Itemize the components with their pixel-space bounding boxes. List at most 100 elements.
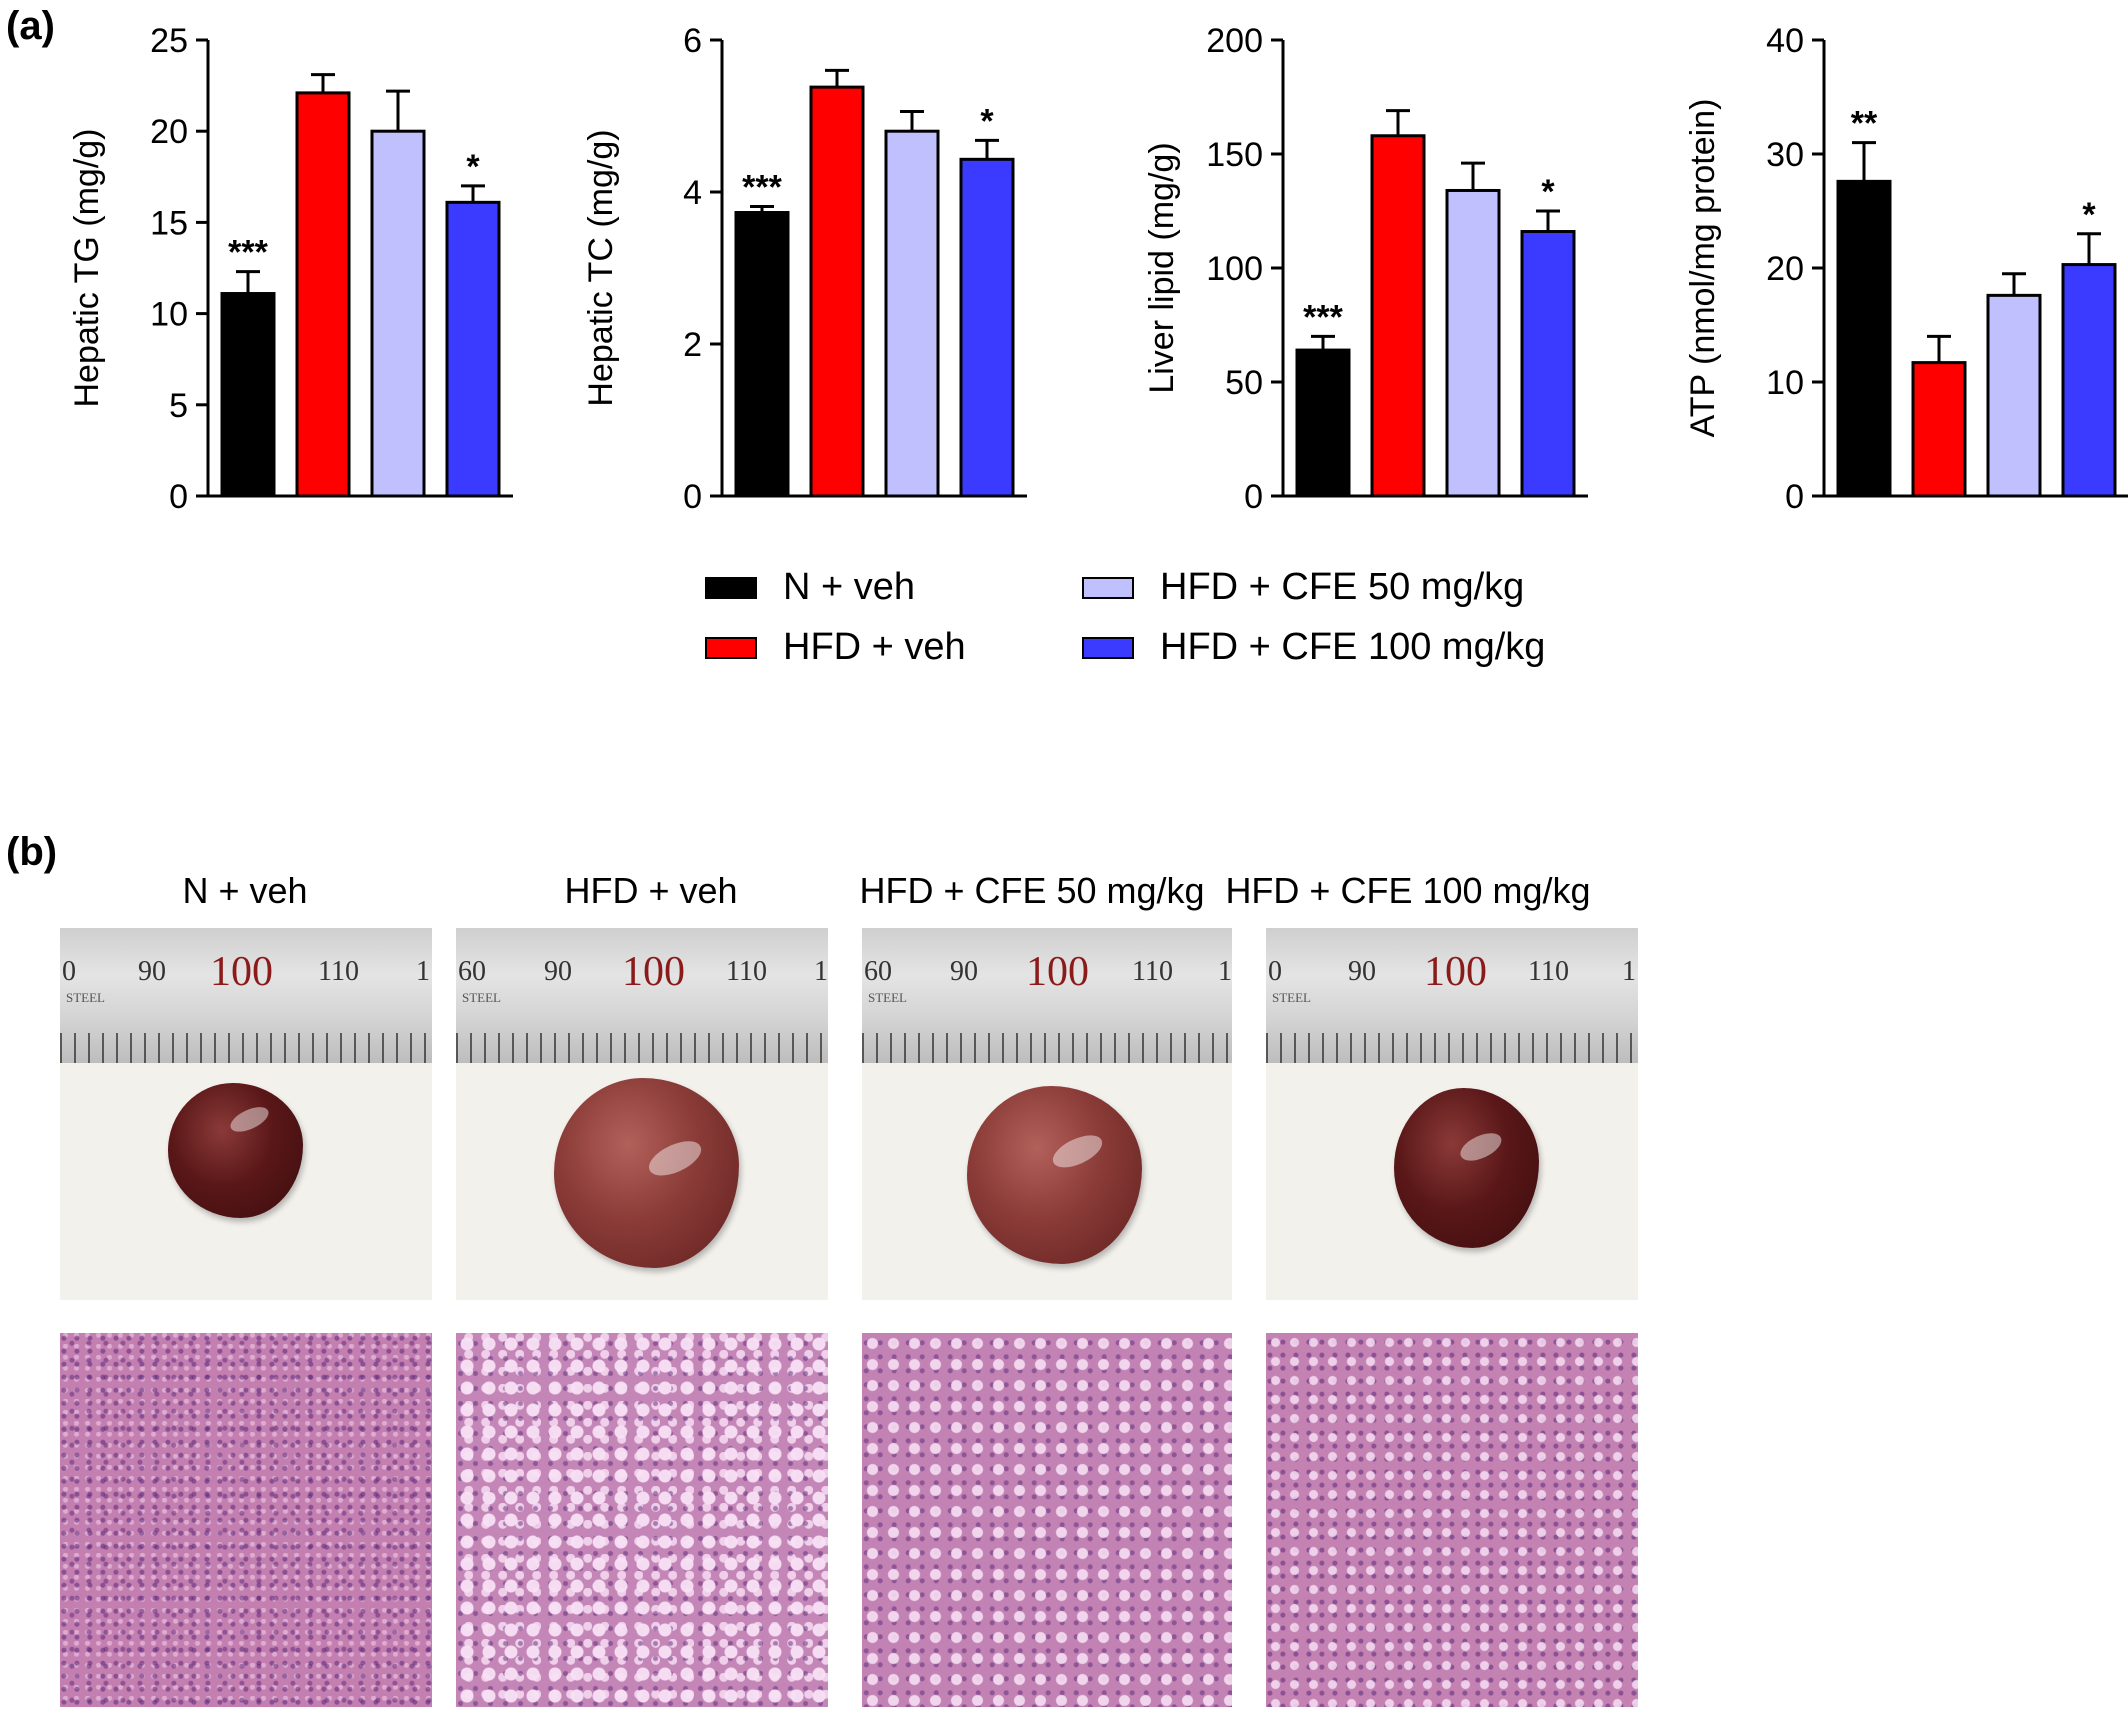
legend-label-cfe50: HFD + CFE 50 mg/kg [1160,566,1525,608]
panel-label-a: (a) [6,4,55,48]
ruler-num: 60 [864,956,892,987]
ruler-num-100: 100 [1424,949,1487,995]
significance-label: *** [1303,298,1343,336]
significance-label: * [980,102,994,140]
liver-photo-cfe100: 0 90 100 110 1 STEEL [1266,928,1638,1300]
ruler-num: 90 [1348,956,1376,987]
ruler-num-100: 100 [622,949,685,995]
ruler-ticks [862,1033,1232,1063]
significance-label: * [1541,173,1555,211]
photo-title-n-veh: N + veh [182,870,308,911]
bar [884,129,940,498]
bar [1520,230,1576,498]
significance-label: *** [228,234,268,272]
ruler-num: 1 [814,956,828,987]
liver-specimen [554,1078,739,1268]
y-tick-label: 6 [683,22,702,60]
ruler-num-100: 100 [1026,949,1089,995]
y-tick-label: 50 [1225,364,1263,402]
ruler-num: 1 [416,956,430,987]
bar [1445,188,1501,498]
y-axis-label: ATP (nmol/mg protein) [1684,99,1722,438]
bar [220,292,276,498]
photo-title-hfd-veh: HFD + veh [564,870,738,911]
liver-highlight [643,1134,706,1182]
ruler-ticks [456,1033,828,1063]
liver-specimen [967,1086,1142,1264]
legend-item-cfe50: HFD + CFE 50 mg/kg [1082,566,1524,609]
ruler-brand: STEEL [1272,990,1311,1005]
ruler-num: 110 [1528,956,1569,987]
histology-cfe50 [862,1333,1232,1707]
y-tick-label: 15 [150,204,188,242]
legend-swatch-hfd-veh [705,636,757,659]
ruler-ticks [60,1033,432,1063]
significance-label: *** [742,168,782,206]
y-tick-label: 4 [683,174,702,212]
ruler-num: 90 [544,956,572,987]
legend-item-cfe100: HFD + CFE 100 mg/kg [1082,626,1545,669]
y-tick-label: 30 [1766,136,1804,174]
y-tick-label: 0 [169,478,188,516]
y-tick-label: 5 [169,387,188,425]
bar [959,157,1015,498]
liver-photo-hfd-veh: 60 90 100 110 1 STEEL [456,928,828,1300]
ruler-num: 60 [458,956,486,987]
histology-hfd-veh [456,1333,828,1707]
y-tick-label: 100 [1206,250,1263,288]
ruler-num: 110 [318,956,359,987]
legend-swatch-cfe100 [1082,636,1134,659]
panel-label-b: (b) [6,830,58,874]
ruler-num-100: 100 [210,949,273,995]
y-axis-label: Liver lipid (mg/g) [1143,142,1181,393]
ruler-num: 0 [1268,956,1282,987]
liver-photo-n-veh: 0 90 100 110 1 STEEL [60,928,432,1300]
bar [1986,293,2042,498]
legend-label-hfd-veh: HFD + veh [783,626,966,668]
y-tick-label: 2 [683,326,702,364]
ruler-brand: STEEL [66,990,105,1005]
ruler-num: 1 [1218,956,1232,987]
y-tick-label: 40 [1766,22,1804,60]
y-tick-label: 20 [150,113,188,151]
y-tick-label: 10 [1766,364,1804,402]
histology-cfe100 [1266,1333,1638,1707]
bar [2061,263,2117,498]
liver-highlight [226,1102,272,1137]
significance-label: ** [1851,105,1878,143]
histology-n-veh [60,1333,432,1707]
ruler-num: 1 [1622,956,1636,987]
bar [1295,348,1351,498]
y-tick-label: 25 [150,22,188,60]
bar [1370,134,1426,498]
ruler: 60 90 100 110 1 STEEL [862,928,1232,1065]
bar [734,211,790,498]
legend-item-hfd-veh: HFD + veh [705,626,966,669]
bar [1836,179,1892,498]
y-tick-label: 10 [150,296,188,334]
ruler: 0 90 100 110 1 STEEL [1266,928,1638,1065]
y-tick-label: 0 [1785,478,1804,516]
ruler-num: 110 [726,956,767,987]
legend-swatch-cfe50 [1082,576,1134,599]
bar [809,85,865,498]
liver-highlight [1048,1129,1107,1175]
y-tick-label: 20 [1766,250,1804,288]
legend-label-n-veh: N + veh [783,566,916,608]
legend-label-cfe100: HFD + CFE 100 mg/kg [1160,626,1546,668]
ruler: 0 90 100 110 1 STEEL [60,928,432,1065]
photo-title-cfe50: HFD + CFE 50 mg/kg [859,870,1205,911]
y-tick-label: 0 [1244,478,1263,516]
liver-specimen [1394,1088,1539,1248]
y-axis-label: Hepatic TG (mg/g) [68,128,106,407]
legend-item-n-veh: N + veh [705,566,915,609]
liver-specimen [168,1083,303,1218]
bar [445,200,501,498]
liver-photo-cfe50: 60 90 100 110 1 STEEL [862,928,1232,1300]
legend-swatch-n-veh [705,576,757,599]
photo-title-cfe100: HFD + CFE 100 mg/kg [1225,870,1591,911]
y-tick-label: 200 [1206,22,1263,60]
ruler-num: 110 [1132,956,1173,987]
ruler-num: 0 [62,956,76,987]
